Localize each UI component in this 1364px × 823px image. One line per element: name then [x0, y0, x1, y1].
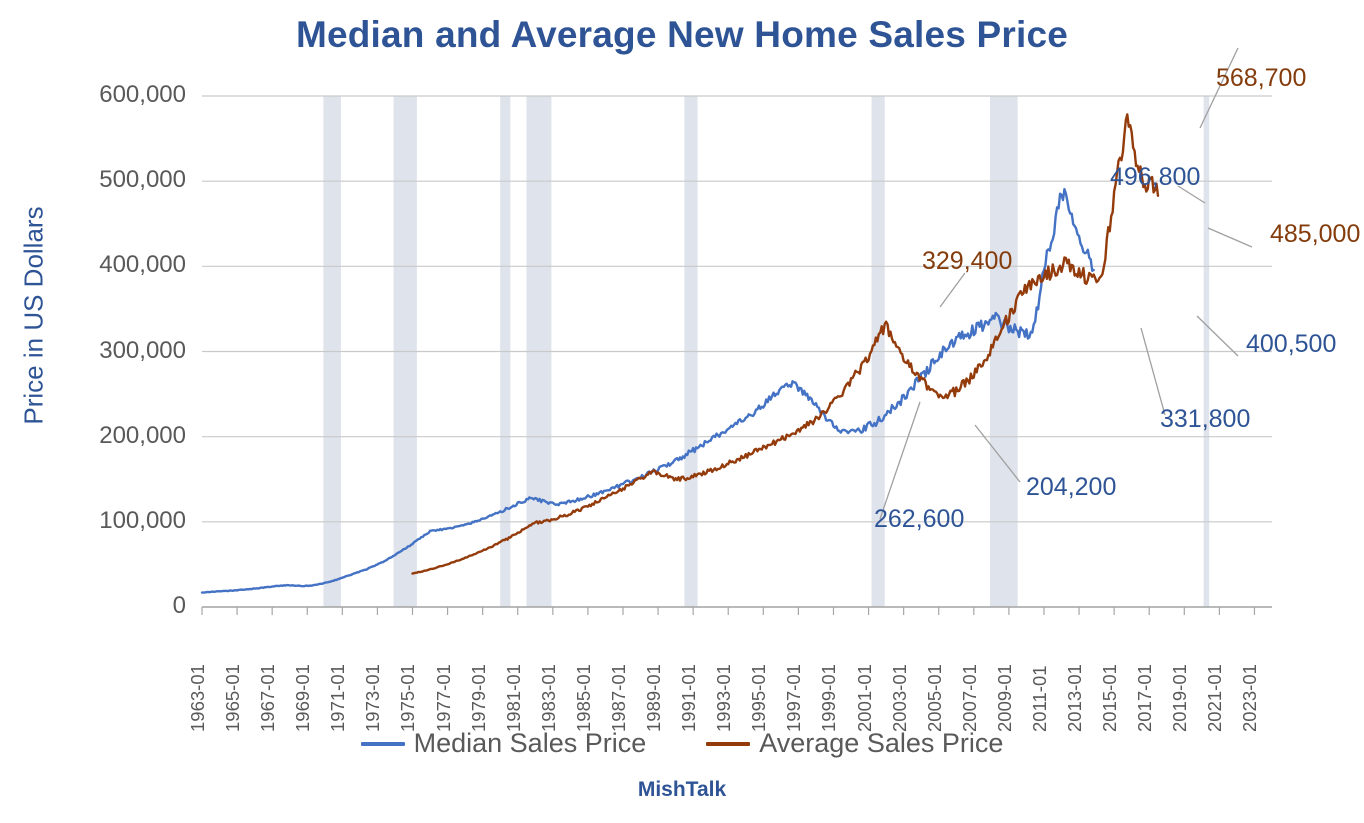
x-tick-label: 2013-01 [1064, 664, 1086, 732]
x-tick-label: 2011-01 [1028, 665, 1050, 732]
x-tick-label: 1975-01 [397, 664, 419, 732]
x-axis-tick-labels: 1963-01 1965-01 1967-01 1969-01 1971-01 1973-… [187, 612, 1272, 732]
series-line-median [200, 187, 1095, 594]
data-annotation: 262,600 [874, 505, 965, 533]
leader-line [1199, 47, 1239, 129]
chart-canvas [200, 47, 1272, 615]
x-tick-label: 1963-01 [187, 664, 208, 732]
legend-label: Average Sales Price [759, 728, 1004, 758]
x-tick-label: 2009-01 [993, 664, 1015, 732]
x-tick-label: 1967-01 [257, 664, 279, 732]
leader-line [879, 401, 921, 520]
x-tick-label: 1995-01 [748, 664, 770, 732]
x-tick-label: 1979-01 [467, 664, 489, 732]
data-annotation: 400,500 [1246, 330, 1337, 358]
leader-line [974, 424, 1021, 483]
leader-line [1196, 315, 1239, 357]
data-annotation: 204,200 [1026, 473, 1117, 501]
data-annotation: 329,400 [922, 247, 1013, 275]
chart-title: Median and Average New Home Sales Price [295, 14, 1069, 55]
legend-color-swatch [706, 741, 751, 746]
legend-item-average[interactable]: Average Sales Price [706, 728, 1003, 759]
annotation-leader-lines [879, 47, 1253, 520]
source-watermark: MishTalk [637, 778, 727, 801]
legend-label: Median Sales Price [413, 728, 647, 758]
x-tick-label: 1971-01 [327, 664, 349, 732]
plot-area [200, 47, 1272, 615]
y-tick-label: 400,000 [99, 251, 186, 279]
data-annotation: 331,800 [1160, 405, 1251, 433]
series-line-average [411, 113, 1160, 575]
x-tick-label: 2023-01 [1239, 664, 1261, 732]
y-tick-label: 200,000 [99, 421, 186, 449]
x-axis [201, 606, 1272, 615]
x-tick-label: 2003-01 [888, 664, 910, 732]
x-tick-label: 1983-01 [537, 664, 559, 732]
x-tick-label: 1999-01 [818, 664, 840, 732]
leader-line [1140, 327, 1166, 416]
leader-line [1177, 185, 1206, 204]
y-tick-label: 300,000 [99, 336, 186, 364]
x-tick-label: 2005-01 [923, 664, 945, 732]
x-tick-label: 2015-01 [1099, 664, 1121, 732]
legend-color-swatch [360, 741, 405, 746]
y-tick-label: 500,000 [99, 166, 186, 194]
leader-line [939, 272, 966, 308]
x-tick-label: 2007-01 [958, 664, 980, 732]
x-tick-label: 2019-01 [1169, 664, 1191, 732]
y-tick-label: 0 [172, 592, 186, 619]
x-tick-label: 1969-01 [292, 664, 314, 732]
x-tick-label: 1985-01 [572, 664, 594, 732]
x-tick-label: 1987-01 [607, 664, 629, 732]
x-tick-label: 2017-01 [1134, 664, 1156, 732]
leader-line [1207, 227, 1253, 248]
y-tick-label: 100,000 [99, 506, 186, 534]
x-tick-label: 1973-01 [362, 664, 384, 732]
x-tick-label: 2021-01 [1204, 664, 1226, 732]
x-tick-label: 1989-01 [643, 664, 665, 732]
x-tick-label: 1981-01 [502, 664, 524, 732]
data-annotation: 485,000 [1270, 220, 1361, 248]
x-tick-label: 1965-01 [222, 664, 244, 732]
x-tick-label: 2001-01 [853, 664, 875, 732]
data-annotation: 568,700 [1216, 64, 1307, 92]
legend-item-median[interactable]: Median Sales Price [360, 728, 647, 759]
chart-legend: Median Sales Price Average Sales Price [0, 728, 1364, 759]
x-tick-label: 1997-01 [783, 664, 805, 732]
y-axis-tick-labels: 0 100,000 200,000 300,000 400,000 500,000 600,… [20, 0, 186, 823]
data-annotation: 496,800 [1110, 163, 1201, 191]
x-tick-label: 1977-01 [432, 664, 454, 732]
y-tick-label: 600,000 [99, 81, 186, 108]
x-tick-label: 1991-01 [678, 664, 700, 732]
x-tick-label: 1993-01 [713, 664, 735, 732]
